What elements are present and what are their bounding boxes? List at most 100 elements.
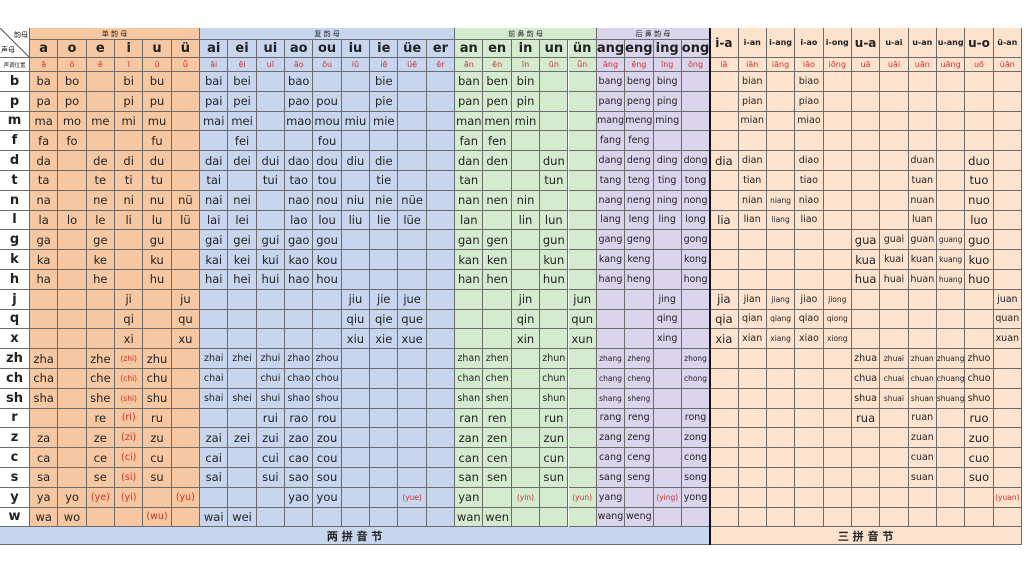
syllable-cell [540, 329, 569, 350]
syllable-cell [370, 428, 399, 449]
syllable-cell [653, 230, 682, 251]
syllable-cell [993, 428, 1022, 449]
initial: r [0, 408, 30, 429]
syllable-cell [596, 329, 626, 350]
syllable-cell [58, 151, 87, 171]
syllable-cell [710, 369, 739, 389]
syllable-cell [426, 369, 456, 389]
syllable-cell: qiang [766, 309, 796, 330]
syllable-cell: beng [625, 72, 654, 92]
syllable-cell [540, 72, 569, 92]
syllable-cell [426, 190, 456, 211]
syllable-cell [511, 349, 541, 369]
syllable-cell: gu [143, 230, 172, 251]
syllable-cell: gong [681, 230, 711, 251]
syllable-cell [993, 72, 1022, 92]
syllable-cell [58, 468, 87, 488]
syllable-cell: zhua [851, 349, 881, 369]
syllable-cell: cai [200, 448, 229, 468]
syllable-cell [171, 349, 201, 369]
syllable-cell: xiu [341, 329, 371, 350]
syllable-cell: juan [993, 289, 1022, 310]
syllable-cell [738, 388, 767, 409]
syllable-cell: (ye) [86, 487, 115, 508]
syllable-cell: shuan [908, 388, 937, 409]
tone-header: uā [851, 58, 881, 72]
final-header: u-an [908, 28, 937, 58]
syllable-cell [880, 329, 909, 350]
initial: p [0, 91, 30, 112]
syllable-cell [285, 289, 314, 310]
syllable-cell [171, 270, 201, 290]
syllable-cell: dai [200, 151, 229, 171]
syllable-cell [568, 111, 597, 132]
syllable-cell: quan [993, 309, 1022, 330]
syllable-cell [823, 270, 852, 290]
syllable-cell [228, 448, 257, 468]
syllable-cell: kei [228, 250, 257, 270]
syllable-cell [880, 468, 909, 488]
syllable-cell [568, 468, 597, 488]
syllable-cell [171, 448, 201, 468]
initial: h [0, 270, 30, 290]
syllable-cell [823, 131, 852, 152]
syllable-cell [936, 507, 966, 528]
syllable-cell [738, 230, 767, 251]
syllable-cell [398, 388, 427, 409]
syllable-cell: cu [143, 448, 172, 468]
syllable-cell: kuang [936, 250, 966, 270]
syllable-cell: bo [58, 72, 87, 92]
syllable-cell [426, 428, 456, 449]
syllable-cell [851, 507, 881, 528]
syllable-cell [993, 408, 1022, 429]
syllable-cell: zai [200, 428, 229, 449]
syllable-cell: ning [653, 190, 682, 211]
syllable-cell [710, 468, 739, 488]
syllable-cell [398, 111, 427, 132]
syllable-cell: hong [681, 270, 711, 290]
syllable-cell: bang [596, 72, 626, 92]
syllable-cell: luo [965, 210, 994, 231]
syllable-cell: se [86, 468, 115, 488]
syllable-cell [653, 448, 682, 468]
syllable-cell: diao [795, 151, 824, 171]
syllable-cell: kuo [965, 250, 994, 270]
syllable-cell: peng [625, 91, 654, 112]
syllable-cell: rang [596, 408, 626, 429]
syllable-cell [908, 111, 937, 132]
syllable-cell: dan [455, 151, 484, 171]
syllable-cell [766, 270, 796, 290]
syllable-cell [58, 171, 87, 191]
syllable-cell: ming [653, 111, 682, 132]
syllable-cell [341, 468, 371, 488]
syllable-cell: pou [313, 91, 342, 112]
tone-header: īn [511, 58, 541, 72]
syllable-cell: nü [171, 190, 201, 211]
syllable-cell: mi [115, 111, 144, 132]
syllable-cell: zheng [625, 349, 654, 369]
syllable-cell: kou [313, 250, 342, 270]
syllable-cell [86, 329, 115, 350]
syllable-cell [993, 171, 1022, 191]
tone-header: ī [115, 58, 144, 72]
syllable-cell: huai [880, 270, 909, 290]
syllable-cell [398, 468, 427, 488]
syllable-cell: lun [540, 210, 569, 231]
tone-header: üē [398, 58, 427, 72]
corner-diagonal [0, 28, 29, 57]
syllable-cell: yong [681, 487, 711, 508]
syllable-cell: lü [171, 210, 201, 231]
syllable-cell [511, 448, 541, 468]
syllable-cell [228, 487, 257, 508]
syllable-cell [483, 487, 512, 508]
syllable-cell: zhuang [936, 349, 966, 369]
syllable-cell [738, 270, 767, 290]
syllable-cell: ben [483, 72, 512, 92]
syllable-cell: pi [115, 91, 144, 112]
syllable-cell: shuang [936, 388, 966, 409]
final-header: i-ong [823, 28, 852, 58]
syllable-cell: shang [596, 388, 626, 409]
syllable-cell: nuan [908, 190, 937, 211]
syllable-cell [171, 388, 201, 409]
syllable-cell [58, 369, 87, 389]
